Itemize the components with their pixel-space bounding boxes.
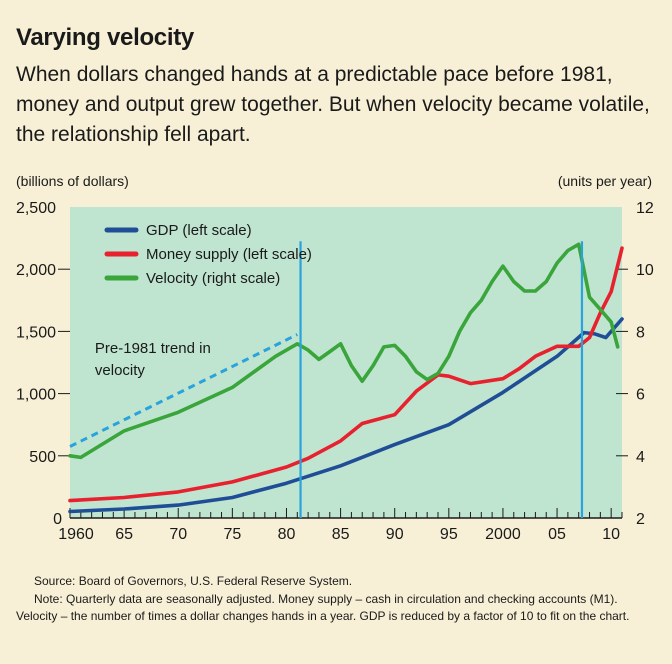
left-axis-tick-label: 2,000 <box>16 262 56 279</box>
x-axis-tick-label: 2000 <box>485 526 521 543</box>
left-axis-tick-label: 1,500 <box>16 324 56 341</box>
right-axis-tick-label: 8 <box>636 324 645 341</box>
right-axis-tick-label: 6 <box>636 387 645 404</box>
left-axis-tick-label: 500 <box>29 449 56 466</box>
source-note: Source: Board of Governors, U.S. Federal… <box>34 574 353 588</box>
series-line-2 <box>68 242 620 460</box>
trend-label-line: velocity <box>95 362 146 379</box>
x-axis-tick-label: 90 <box>386 526 404 543</box>
left-axis-tick-label: 0 <box>53 511 62 528</box>
series-line-1 <box>68 246 624 503</box>
chart-title: Varying velocity <box>16 24 194 51</box>
x-axis-tick-label: 85 <box>332 526 350 543</box>
x-axis-tick-label: 65 <box>115 526 133 543</box>
x-axis-tick-label: 95 <box>440 526 458 543</box>
legend-label-2: Velocity (right scale) <box>146 270 280 287</box>
left-axis-tick-label: 2,500 <box>16 200 56 217</box>
right-axis-tick-label: 2 <box>636 511 645 528</box>
legend-label-0: GDP (left scale) <box>146 222 252 239</box>
x-axis-tick-label: 1960 <box>58 526 94 543</box>
x-axis-tick-label: 75 <box>223 526 241 543</box>
velocity-chart: 0 500 1,000 1,500 2,000 2,500 2 4 6 8 10 12 1960 65 70… <box>16 200 654 543</box>
footnote: Note: Quarterly data are seasonally adju… <box>16 592 630 623</box>
right-axis-tick-label: 4 <box>636 449 645 466</box>
x-axis-tick-label: 70 <box>169 526 187 543</box>
right-axis-tick-label: 10 <box>636 262 654 279</box>
right-axis-unit: (units per year) <box>557 173 652 189</box>
left-axis-tick-label: 1,000 <box>16 387 56 404</box>
right-axis-tick-label: 12 <box>636 200 654 217</box>
chart-subtitle: When dollars changed hands at a predicta… <box>16 63 650 146</box>
pre-1981-trend-line <box>69 333 298 448</box>
x-axis-tick-label: 80 <box>278 526 296 543</box>
trend-label-line: Pre-1981 trend in <box>95 340 211 357</box>
x-axis-tick-label: 10 <box>602 526 620 543</box>
legend-label-1: Money supply (left scale) <box>146 246 312 263</box>
x-axis-tick-label: 05 <box>548 526 566 543</box>
left-axis-unit: (billions of dollars) <box>16 173 129 189</box>
